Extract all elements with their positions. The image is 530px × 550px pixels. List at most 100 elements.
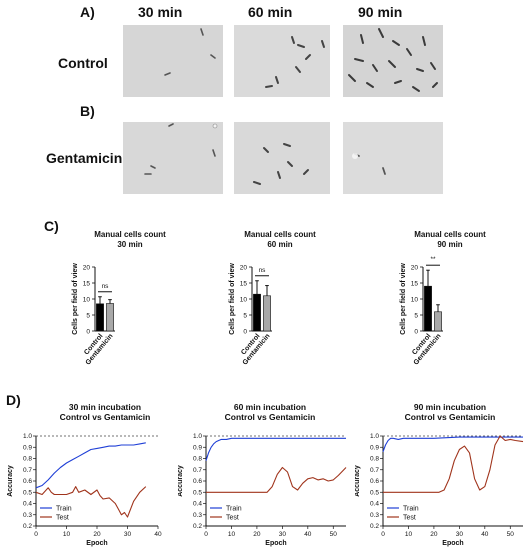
y-axis-label: Cells per field of view: [72, 263, 79, 335]
y-tick-label: 0.3: [193, 512, 202, 519]
time-heading-90: 90 min: [358, 4, 403, 20]
y-tick-label: 0.9: [23, 444, 32, 451]
micrograph-gentamicin-30min: [123, 122, 223, 194]
x-tick-label: 40: [481, 531, 489, 538]
x-tick-label: 10: [405, 531, 413, 538]
x-axis-label: Epoch: [86, 540, 107, 547]
y-tick-label: 15: [240, 280, 248, 287]
line-chart-3-title-block: 90 min incubation Control vs Gentamicin: [375, 402, 525, 422]
legend-label-test: Test: [403, 515, 416, 522]
y-tick-label: 20: [83, 264, 91, 271]
x-tick-label: 50: [507, 531, 515, 538]
x-tick-label: 30: [124, 531, 132, 538]
y-tick-label: 0.8: [23, 456, 32, 463]
x-tick-label: 30: [279, 531, 287, 538]
y-tick-label: 1.0: [193, 433, 202, 440]
y-tick-label: 0.2: [370, 523, 379, 530]
bar-gentamicin: [263, 295, 271, 332]
y-tick-label: 0.4: [370, 501, 379, 508]
y-tick-label: 10: [411, 296, 419, 303]
y-tick-label: 0: [86, 328, 90, 335]
y-tick-label: 20: [240, 264, 248, 271]
y-tick-label: 0.3: [23, 512, 32, 519]
y-axis-label: Cells per field of view: [229, 263, 236, 335]
line-chart-2-subtitle: Control vs Gentamicin: [224, 412, 316, 422]
legend-label-test: Test: [226, 515, 239, 522]
y-tick-label: 0.4: [23, 501, 32, 508]
bar-chart-3-title: Manual cells count: [414, 230, 486, 239]
time-heading-30: 30 min: [138, 4, 183, 20]
bar-control: [96, 303, 104, 332]
line-chart-3: 0.2 0.3 0.4 0.5 0.6 0.7 0.8 0.9 1.0 0 10 20 30 40 50 Ep…: [355, 433, 524, 547]
line-chart-1-subtitle: Control vs Gentamicin: [59, 412, 151, 422]
series-line-test: [206, 466, 347, 493]
y-tick-label: 20: [411, 264, 419, 271]
x-tick-label: 20: [93, 531, 101, 538]
y-tick-label: 0.3: [370, 512, 379, 519]
x-axis-label: Epoch: [265, 540, 286, 547]
y-tick-label: 5: [86, 312, 90, 319]
micrograph-control-60min: [234, 25, 330, 97]
x-tick-label: 10: [63, 531, 71, 538]
y-tick-label: 1.0: [23, 433, 32, 440]
series-line-test: [35, 486, 147, 518]
legend-label-train: Train: [56, 506, 72, 513]
y-tick-label: 0.8: [193, 456, 202, 463]
time-heading-60: 60 min: [248, 4, 293, 20]
bar-chart-3-title-block: Manual cells count 90 min: [380, 230, 520, 250]
y-axis-label: Accuracy: [7, 465, 14, 497]
row-label-control: Control: [58, 55, 108, 71]
panel-letter-d: D): [6, 392, 21, 408]
x-tick-label: 40: [154, 531, 162, 538]
x-tick-label: 20: [430, 531, 438, 538]
x-tick-label: 0: [381, 531, 385, 538]
line-chart-1-title-block: 30 min incubation Control vs Gentamicin: [35, 402, 175, 422]
y-tick-label: 15: [411, 280, 419, 287]
bar-chart-2-subtitle: 60 min: [267, 240, 293, 249]
y-axis-label: Accuracy: [355, 465, 361, 497]
micrograph-gentamicin-90min: [343, 122, 443, 194]
y-tick-label: 0.6: [23, 478, 32, 485]
legend-label-train: Train: [226, 506, 242, 513]
line-chart-1: 0.2 0.3 0.4 0.5 0.6 0.7 0.8 0.9 1.0 0 10 20 30 40 Epoc…: [7, 433, 162, 547]
y-tick-label: 10: [240, 296, 248, 303]
y-tick-label: 0: [243, 328, 247, 335]
x-tick-label: 40: [304, 531, 312, 538]
panel-letter-b: B): [80, 103, 95, 119]
series-line-train: [35, 442, 146, 489]
y-tick-label: 0.7: [370, 467, 379, 474]
series-line-train: [205, 437, 346, 461]
line-chart-2-title-block: 60 min incubation Control vs Gentamicin: [195, 402, 345, 422]
y-tick-label: 0.9: [370, 444, 379, 451]
line-chart-1-title: 30 min incubation: [68, 402, 142, 412]
x-tick-label: 10: [228, 531, 236, 538]
significance-label: **: [430, 256, 436, 263]
line-chart-2-title: 60 min incubation: [233, 402, 307, 412]
micrograph-control-90min: [343, 25, 443, 97]
significance-label: ns: [102, 283, 110, 290]
panel-letter-c: C): [44, 218, 59, 234]
micrograph-control-30min: [123, 25, 223, 97]
line-chart-2: 0.2 0.3 0.4 0.5 0.6 0.7 0.8 0.9 1.0 0 10 20 30 40 50 Ep…: [178, 433, 347, 547]
micrograph-gentamicin-60min: [234, 122, 330, 194]
legend-label-test: Test: [56, 515, 69, 522]
legend-label-train: Train: [403, 506, 419, 513]
bar-chart-1-subtitle: 30 min: [117, 240, 143, 249]
bar-chart-1-title: Manual cells count: [94, 230, 166, 239]
x-tick-label: 0: [34, 531, 38, 538]
y-tick-label: 0.4: [193, 501, 202, 508]
y-tick-label: 0: [414, 328, 418, 335]
y-tick-label: 0.6: [193, 478, 202, 485]
series-line-train: [382, 436, 523, 452]
x-axis-label: Epoch: [442, 540, 463, 547]
bar-control: [424, 285, 432, 332]
line-chart-3-title: 90 min incubation: [413, 402, 487, 412]
bar-chart-2-title-block: Manual cells count 60 min: [210, 230, 350, 250]
bar-gentamicin: [106, 303, 114, 332]
y-tick-label: 1.0: [370, 433, 379, 440]
bar-chart-2-title: Manual cells count: [244, 230, 316, 239]
y-tick-label: 0.7: [193, 467, 202, 474]
line-chart-3-subtitle: Control vs Gentamicin: [404, 412, 496, 422]
bar-control: [253, 293, 261, 332]
